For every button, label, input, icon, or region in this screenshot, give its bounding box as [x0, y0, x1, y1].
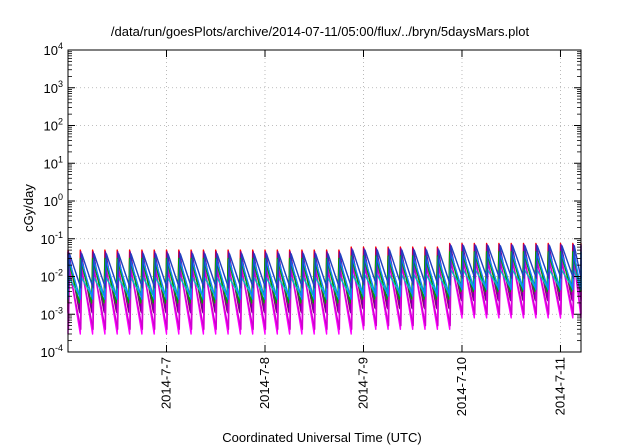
- series-line: [67, 245, 582, 289]
- x-tick-label: 2014-7-10: [454, 357, 469, 416]
- x-tick-label: 2014-7-8: [257, 357, 272, 409]
- x-tick-label: 2014-7-7: [158, 357, 173, 409]
- data-series-group: [67, 242, 582, 335]
- series-line: [67, 251, 582, 304]
- x-tick-label: 2014-7-9: [355, 357, 370, 409]
- chart-title: /data/run/goesPlots/archive/2014-07-11/0…: [111, 24, 530, 39]
- x-tick-label: 2014-7-11: [552, 357, 567, 415]
- series-line: [67, 260, 582, 330]
- x-axis-label: Coordinated Universal Time (UTC): [222, 430, 421, 445]
- y-axis-label: cGy/day: [21, 184, 36, 232]
